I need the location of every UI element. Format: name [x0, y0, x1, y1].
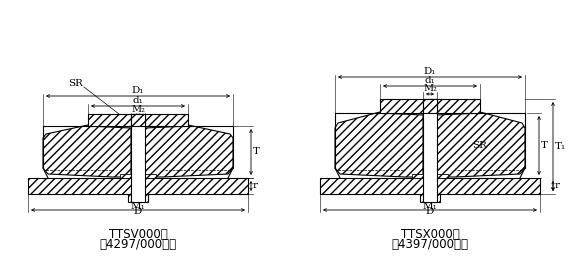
- Text: M₁: M₁: [130, 202, 146, 211]
- Bar: [412, 174, 448, 178]
- Polygon shape: [43, 125, 131, 177]
- Text: M₂: M₂: [131, 105, 145, 114]
- Text: （4397/000型）: （4397/000型）: [391, 237, 469, 250]
- Text: d₁: d₁: [425, 76, 435, 85]
- Text: （4297/000型）: （4297/000型）: [99, 237, 177, 250]
- Bar: [423, 99, 437, 202]
- Polygon shape: [335, 112, 423, 177]
- Bar: [131, 114, 145, 126]
- Text: SR: SR: [473, 141, 487, 150]
- Text: r: r: [555, 182, 560, 190]
- Text: M₁: M₁: [422, 202, 438, 211]
- Text: T₁: T₁: [555, 142, 566, 151]
- Bar: [128, 194, 148, 202]
- Text: TTSV000型: TTSV000型: [109, 227, 167, 241]
- Text: SR: SR: [68, 79, 84, 89]
- Polygon shape: [145, 125, 233, 177]
- Text: r: r: [253, 182, 258, 190]
- Bar: [420, 194, 440, 202]
- Text: TTSX000型: TTSX000型: [401, 227, 459, 241]
- Bar: [131, 114, 145, 202]
- Text: d₁: d₁: [133, 96, 143, 105]
- Text: D: D: [134, 207, 142, 216]
- Polygon shape: [380, 99, 480, 113]
- Polygon shape: [28, 178, 248, 194]
- Text: T: T: [541, 141, 548, 150]
- Text: D₁: D₁: [424, 67, 436, 76]
- Polygon shape: [88, 114, 188, 126]
- Polygon shape: [437, 112, 525, 177]
- Bar: [120, 174, 156, 178]
- Polygon shape: [320, 178, 540, 194]
- Text: D: D: [426, 207, 434, 216]
- Text: D₁: D₁: [132, 86, 144, 95]
- Text: T: T: [253, 148, 260, 156]
- Bar: [423, 99, 437, 113]
- Text: M₂: M₂: [423, 84, 437, 93]
